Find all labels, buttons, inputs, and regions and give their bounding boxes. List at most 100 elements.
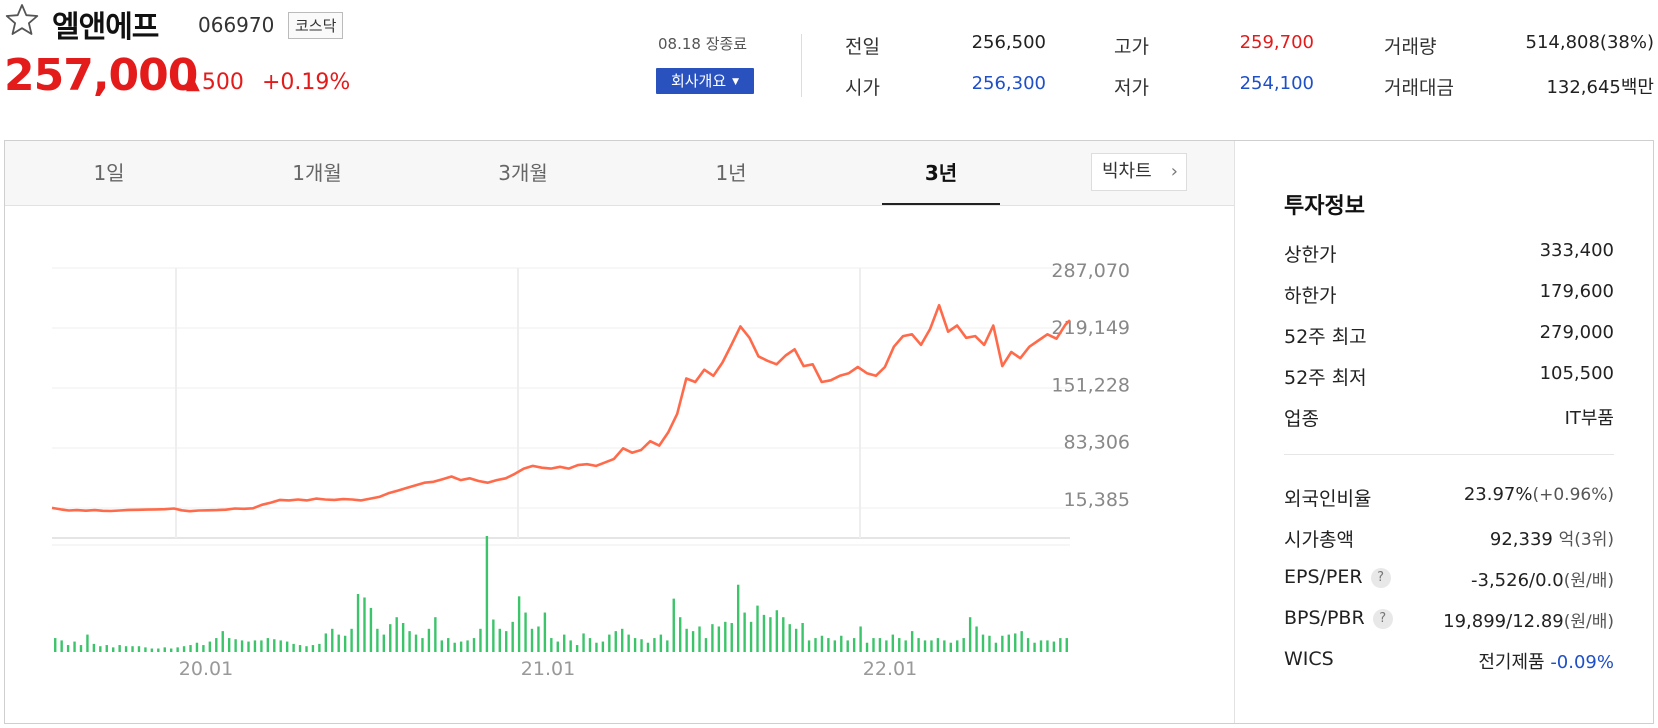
volume-bar [202, 645, 205, 652]
volume-bar [698, 626, 701, 652]
wics-value: 전기제품 -0.09% [1478, 652, 1614, 673]
y-tick-label: 287,070 [1051, 260, 1130, 282]
volume-bar [485, 536, 489, 652]
volume-bar [311, 645, 315, 652]
volume-bar [66, 645, 70, 652]
tab-3y[interactable]: 3년 [924, 161, 958, 185]
volume-bar [852, 638, 856, 652]
price-change: ▲500 [186, 70, 244, 95]
wics-label: WICS [1284, 648, 1334, 670]
company-overview-button[interactable]: 회사개요 ▼ [656, 68, 754, 94]
volume-bar [189, 645, 192, 652]
volume-bar [801, 623, 804, 652]
52w-low-label: 52주 최저 [1284, 367, 1367, 389]
volume-bar [1007, 634, 1010, 652]
volume-bar [711, 624, 714, 652]
volume-bar [331, 628, 334, 652]
volume-bar [769, 617, 772, 652]
stock-code: 066970 [198, 13, 275, 37]
volume-bar [182, 646, 186, 652]
volume-bar [865, 642, 869, 652]
volume-bar [846, 640, 849, 652]
panel-divider [1234, 141, 1235, 723]
up-triangle-icon: ▲ [186, 73, 200, 94]
eps-per-label: EPS/PER? [1284, 566, 1391, 588]
info-separator [1284, 454, 1614, 455]
stat-label-prev-close: 전일 [845, 36, 880, 58]
volume-bar [904, 640, 907, 652]
volume-bar [369, 607, 373, 652]
period-tab-bar [5, 141, 1234, 206]
volume-bar [930, 640, 933, 652]
volume-bar [691, 631, 695, 652]
volume-bar [646, 642, 650, 652]
tab-3m[interactable]: 3개월 [498, 161, 548, 185]
volume-bar [640, 639, 643, 652]
volume-bar [543, 612, 547, 652]
volume-bar [736, 584, 740, 652]
volume-bar [208, 641, 212, 652]
volume-bar [343, 635, 347, 652]
volume-bar [479, 628, 482, 652]
stat-value-trading-value: 132,645백만 [1546, 77, 1654, 98]
volume-bar [724, 621, 727, 652]
bps-pbr-value: 19,899/12.89(원/배) [1443, 611, 1614, 632]
volume-bar [112, 647, 115, 652]
volume-bar [318, 643, 321, 652]
tab-1m[interactable]: 1개월 [292, 161, 342, 185]
market-cap-value: 92,339 억(3위) [1489, 529, 1614, 550]
52w-low-value: 105,500 [1539, 363, 1614, 384]
stat-label-volume: 거래량 [1384, 36, 1437, 58]
volume-bar [414, 634, 418, 652]
y-tick-label: 219,149 [1051, 317, 1130, 339]
volume-bar [550, 638, 553, 652]
volume-bar [337, 634, 340, 652]
foreign-ratio-value: 23.97%(+0.96%) [1463, 484, 1614, 505]
help-icon[interactable]: ? [1372, 609, 1393, 629]
volume-bar [498, 628, 501, 652]
volume-bar [601, 641, 605, 652]
volume-bar [936, 638, 940, 652]
big-chart-button[interactable]: 빅차트 › [1091, 153, 1187, 191]
volume-bar [762, 614, 766, 652]
volume-bar [382, 634, 386, 652]
volume-bar [898, 638, 901, 652]
x-tick-label: 21.01 [521, 658, 575, 680]
volume-bar [814, 638, 817, 652]
volume-bar [891, 634, 895, 652]
volume-bar [994, 642, 998, 652]
volume-bar [298, 645, 302, 652]
volume-bar [54, 638, 57, 652]
volume-bar [807, 640, 811, 652]
tab-1y[interactable]: 1년 [715, 161, 747, 185]
volume-bar [608, 634, 611, 652]
star-icon[interactable] [4, 2, 40, 38]
volume-bar [79, 645, 83, 652]
52w-high-label: 52주 최고 [1284, 326, 1367, 348]
volume-bar [517, 596, 521, 652]
tab-1d[interactable]: 1일 [93, 161, 125, 185]
volume-bar [872, 638, 875, 652]
volume-bar [118, 645, 121, 652]
help-icon[interactable]: ? [1370, 568, 1391, 588]
volume-bar [459, 641, 463, 652]
investment-info-title: 투자정보 [1284, 194, 1365, 219]
volume-bar [556, 641, 559, 652]
volume-bar [1033, 642, 1036, 652]
volume-bar [389, 624, 392, 652]
volume-bar [820, 635, 824, 652]
volume-bar [530, 628, 534, 652]
volume-bar [988, 635, 991, 652]
stat-label-low: 저가 [1114, 77, 1149, 99]
market-badge: 코스닥 [288, 12, 344, 39]
volume-bar [363, 597, 366, 652]
industry-label: 업종 [1284, 408, 1319, 430]
stat-label-high: 고가 [1114, 36, 1149, 58]
volume-bar [176, 647, 179, 652]
volume-bar [137, 646, 141, 652]
volume-bar [144, 647, 147, 652]
volume-bar [537, 626, 540, 652]
volume-bar [782, 617, 785, 652]
price-chart: 287,070 219,149 151,228 83,306 15,385 20.01 21… [51, 260, 1130, 680]
y-tick-label: 83,306 [1064, 432, 1130, 454]
